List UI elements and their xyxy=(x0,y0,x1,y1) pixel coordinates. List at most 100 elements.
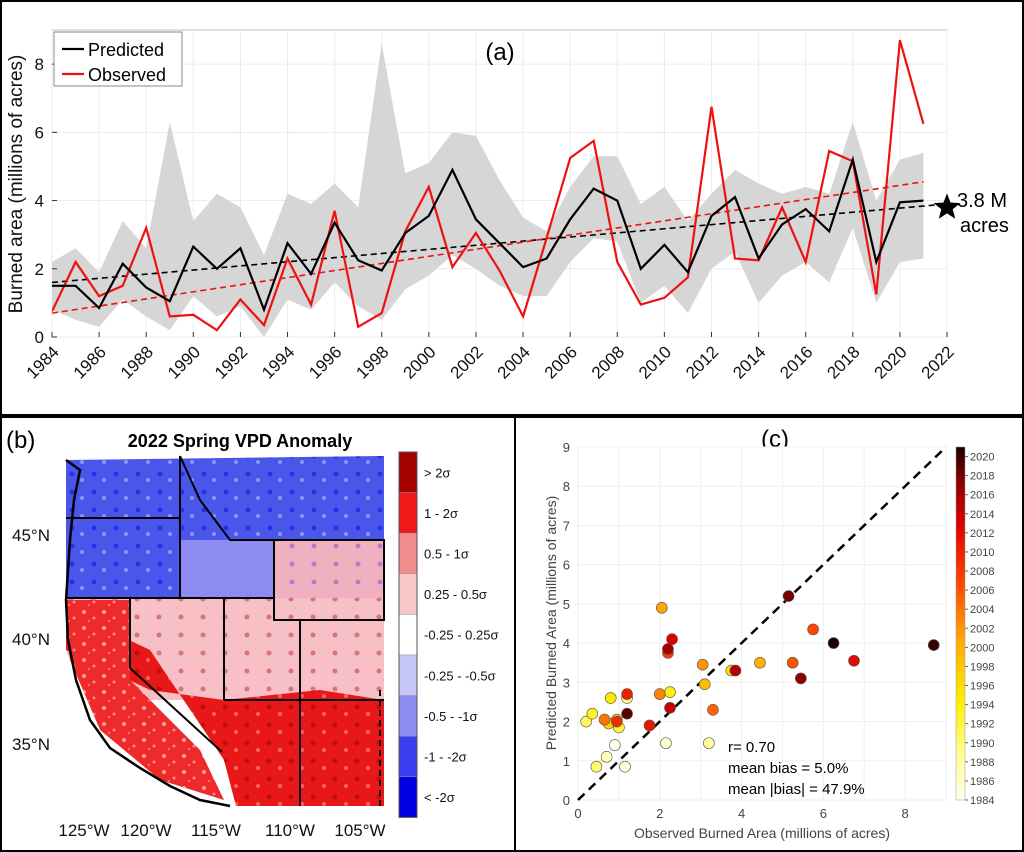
panel-a-x-tick-label: 2012 xyxy=(682,342,722,382)
one-to-one-line xyxy=(577,446,947,801)
panel-c-y-tick-label: 6 xyxy=(563,558,570,573)
year-colorbar-tick-label: 2006 xyxy=(970,585,994,597)
panel-c-y-ticks: 0 1 2 3 4 5 6 7 8 9 xyxy=(563,440,570,808)
map-latitude-label: 35°N xyxy=(12,735,50,754)
boundary-california-nevada xyxy=(129,598,223,753)
panel-a-x-tick-label: 2020 xyxy=(871,342,911,382)
panel-c-y-tick-label: 0 xyxy=(563,793,570,808)
year-colorbar-tick-label: 2002 xyxy=(970,623,994,635)
mean-bias-annotation: mean bias = 5.0% xyxy=(728,760,849,777)
year-colorbar-tick-label: 2014 xyxy=(970,509,994,521)
colorbar-swatch xyxy=(398,614,418,656)
panel-a-x-tick-label: 1996 xyxy=(305,342,345,382)
panel-c-frame xyxy=(514,416,1024,852)
scatter-point xyxy=(927,639,940,651)
year-colorbar-tick-label: 1990 xyxy=(970,738,994,750)
scatter-point xyxy=(664,702,676,714)
colorbar-swatch xyxy=(398,451,418,493)
scatter-point xyxy=(696,658,709,671)
panel-c-x-tick-label: 2 xyxy=(656,806,663,821)
panel-a-legend: Predicted Observed xyxy=(53,31,183,87)
panel-c-ylabel: Predicted Burned Area (millions of acres… xyxy=(543,496,559,750)
panel-a-ylabel: Burned area (millions of acres) xyxy=(6,55,27,314)
map-longitude-label: 105°W xyxy=(334,821,385,840)
year-colorbar-tick-label: 2016 xyxy=(970,490,994,502)
map-longitude-label: 120°W xyxy=(120,821,171,840)
panel-c-x-tick-label: 8 xyxy=(901,806,908,821)
panel-a-x-tick-label: 2018 xyxy=(823,342,863,382)
predicted-line xyxy=(52,155,924,313)
scatter-point xyxy=(580,715,592,728)
panel-a-x-tick-label: 1990 xyxy=(164,342,204,382)
panel-b-label: (b) xyxy=(6,427,35,454)
panel-c-y-tick-label: 5 xyxy=(563,597,570,612)
panel-a-y-ticks: 0 2 4 6 8 xyxy=(35,55,57,347)
west-coastline xyxy=(64,458,231,808)
boundary-idaho-montana xyxy=(179,455,274,541)
year-colorbar-tick-label: 1992 xyxy=(970,719,994,731)
panel-c-y-tick-label: 7 xyxy=(563,518,570,533)
panel-c-y-tick-label: 2 xyxy=(563,715,570,730)
map-region-california-texture xyxy=(66,600,224,800)
map-latitude-label: 45°N xyxy=(12,526,50,545)
panel-a-x-tick-label: 1992 xyxy=(211,342,251,382)
panel-a-x-tick-label: 2006 xyxy=(541,342,581,382)
panel-c-x-tick-label: 0 xyxy=(574,806,581,821)
colorbar-swatch xyxy=(398,695,418,737)
colorbar-label: -0.25 - -0.5σ xyxy=(424,668,496,683)
scatter-point xyxy=(786,656,799,669)
map-longitude-label: 125°W xyxy=(58,821,109,840)
scatter-point xyxy=(611,715,623,728)
panel-b: (b) 2022 Spring VPD Anomaly xyxy=(6,427,499,840)
colorbar-outline xyxy=(398,451,418,818)
scatter-point xyxy=(664,686,676,698)
star-label-value: 3.8 M xyxy=(957,190,1007,212)
panel-a-x-tick-label: 2008 xyxy=(588,342,628,382)
panel-a-y-tick-label: 4 xyxy=(35,192,44,211)
year-colorbar-tick-label: 2012 xyxy=(970,528,994,540)
scatter-point xyxy=(662,643,674,655)
panel-a-y-tick-label: 8 xyxy=(35,55,44,74)
scatter-point xyxy=(827,637,840,649)
panel-c-y-tick-label: 4 xyxy=(563,636,570,651)
year-colorbar-tick-label: 1986 xyxy=(970,776,994,788)
scatter-point xyxy=(848,654,860,667)
panel-a-y-tick-label: 2 xyxy=(35,260,44,279)
colorbar-swatch xyxy=(398,776,418,818)
panel-a-x-tick-label: 2010 xyxy=(635,342,675,382)
scatter-points xyxy=(580,590,940,773)
scatter-point xyxy=(703,737,715,749)
scatter-point xyxy=(621,688,633,700)
year-colorbar-tick-label: 1996 xyxy=(970,681,994,693)
colorbar-label: < -2σ xyxy=(424,790,455,805)
scatter-point xyxy=(598,713,611,726)
year-colorbar-tick-label: 2000 xyxy=(970,642,994,654)
mean-abs-bias-annotation: mean |bias| = 47.9% xyxy=(728,781,865,798)
year-colorbar-tick-label: 2004 xyxy=(970,604,994,616)
panel-c-y-tick-label: 9 xyxy=(563,440,570,455)
panel-a-x-tick-label: 2022 xyxy=(918,342,958,382)
scatter-point xyxy=(656,602,668,614)
map-longitude-label: 110°W xyxy=(265,821,315,840)
panel-a-y-tick-label: 6 xyxy=(35,123,44,142)
scatter-point xyxy=(729,664,742,677)
year-colorbar-tick-label: 2020 xyxy=(970,452,994,464)
scatter-point xyxy=(782,590,795,602)
panel-a-x-tick-label: 1988 xyxy=(117,342,157,382)
scatter-point xyxy=(608,739,621,751)
year-colorbar-tick-label: 1984 xyxy=(970,795,994,807)
scatter-point xyxy=(707,703,719,716)
scatter-point xyxy=(754,656,766,669)
year-colorbar-tick-label: 2008 xyxy=(970,566,994,578)
scatter-point xyxy=(660,737,672,749)
panel-a-x-tick-label: 2000 xyxy=(399,342,439,382)
scatter-point xyxy=(653,688,666,700)
scatter-point xyxy=(600,751,613,763)
colorbar-label: > 2σ xyxy=(424,465,450,480)
colorbar-label: -1 - -2σ xyxy=(424,750,467,765)
year-colorbar-ticks: 2020 2018 2016 2014 2012 2010 2008 2006 2004 2002… xyxy=(965,452,994,807)
map-longitude-ticks: 125°W 120°W 115°W 110°W 105°W xyxy=(58,821,385,840)
panel-c-y-tick-label: 1 xyxy=(563,754,570,769)
